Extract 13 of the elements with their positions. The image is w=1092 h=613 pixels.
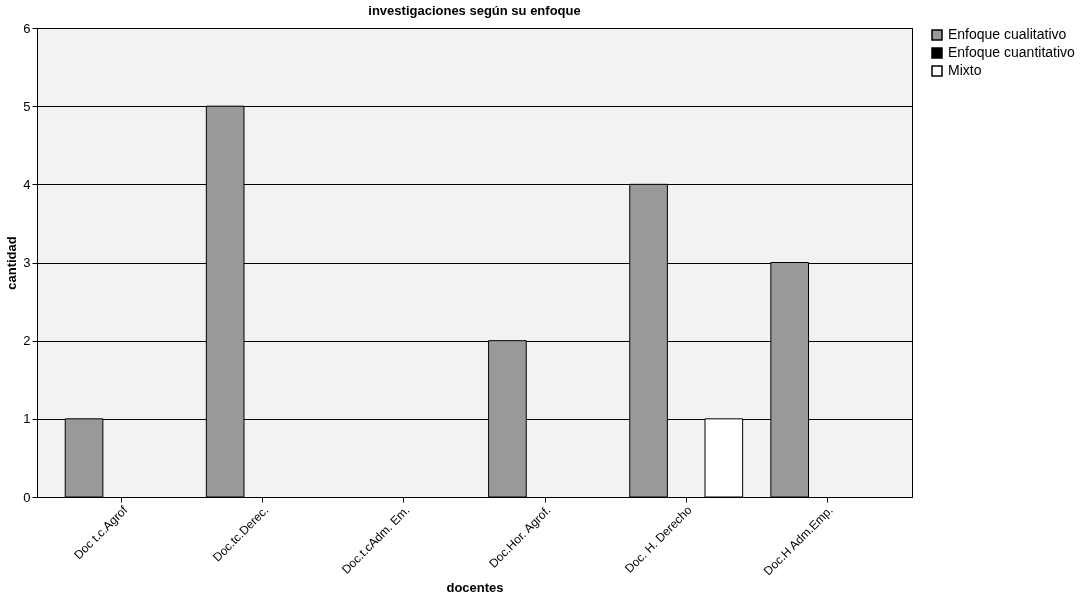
- legend-label: Enfoque cuantitativo: [948, 44, 1076, 60]
- y-tick-label: 0: [23, 489, 31, 505]
- x-axis-title: docentes: [446, 579, 504, 595]
- y-tick-label: 5: [23, 98, 31, 114]
- y-tick-label: 4: [23, 176, 31, 192]
- y-tick-label: 6: [23, 20, 31, 36]
- y-tick-label: 3: [23, 255, 31, 270]
- legend-label: Enfoque cualitativo: [948, 26, 1067, 42]
- y-tick-label: 1: [23, 411, 31, 427]
- chart-title: investigaciones según su enfoque: [368, 3, 581, 18]
- y-axis-title: cantidad: [4, 236, 20, 290]
- legend-label: Mixto: [948, 62, 982, 78]
- y-tick-label: 2: [23, 333, 31, 349]
